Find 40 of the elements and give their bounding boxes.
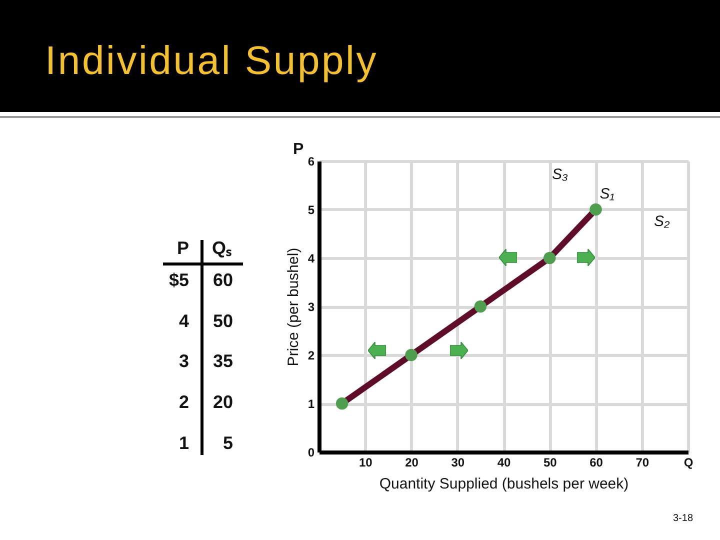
- text: 35: [212, 351, 233, 372]
- annotation: S₃: [552, 166, 568, 184]
- y-tick-label: 2: [308, 348, 315, 362]
- x-tick-label: 60: [590, 456, 604, 470]
- text: 60: [212, 270, 233, 290]
- text: 5: [222, 432, 233, 453]
- y-tick-label: 0: [308, 446, 315, 460]
- series-label: S₁: [600, 186, 615, 202]
- x-tick-label: 30: [451, 456, 465, 470]
- text: 3-18: [672, 512, 694, 526]
- text: $5: [168, 270, 189, 290]
- text: 20: [212, 392, 233, 412]
- x-tick-label: 20: [405, 456, 419, 470]
- text: P: [176, 238, 190, 258]
- text: P: [293, 140, 304, 160]
- x-tick-label: Q: [684, 456, 694, 470]
- annotation: S₂: [654, 213, 670, 231]
- y-tick-label: 5: [308, 203, 315, 217]
- y-tick-label: 4: [308, 252, 315, 266]
- y-tick-label: 6: [308, 154, 315, 168]
- x-tick-label: 70: [636, 456, 650, 470]
- x-axis-title: Quantity Supplied (bushels per week): [379, 476, 629, 492]
- point: [405, 348, 418, 362]
- text: 2: [178, 392, 189, 412]
- y-axis-title: Price (per bushel): [284, 248, 302, 366]
- text: 50: [212, 310, 233, 331]
- y-tick-label: 3: [308, 300, 315, 314]
- text: 4: [178, 310, 189, 331]
- point: [544, 252, 556, 264]
- point: [336, 397, 348, 410]
- text: Qₛ: [212, 238, 232, 258]
- x-tick-label: 10: [358, 456, 373, 470]
- x-tick-label: 50: [543, 456, 558, 470]
- y-tick-label: 1: [308, 397, 315, 411]
- point: [474, 300, 487, 313]
- chart-title: Individual Supply: [45, 38, 378, 85]
- x-tick-label: 40: [497, 456, 511, 470]
- point: [590, 203, 602, 216]
- text: 3: [178, 351, 189, 372]
- text: 1: [178, 432, 189, 453]
